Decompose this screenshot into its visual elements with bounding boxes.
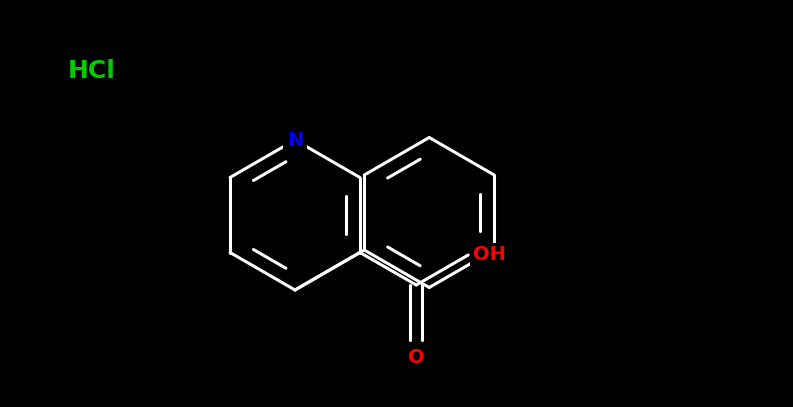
Text: O: O — [408, 348, 424, 367]
Text: HCl: HCl — [67, 59, 115, 83]
Text: OH: OH — [473, 245, 506, 265]
Text: N: N — [287, 131, 303, 149]
